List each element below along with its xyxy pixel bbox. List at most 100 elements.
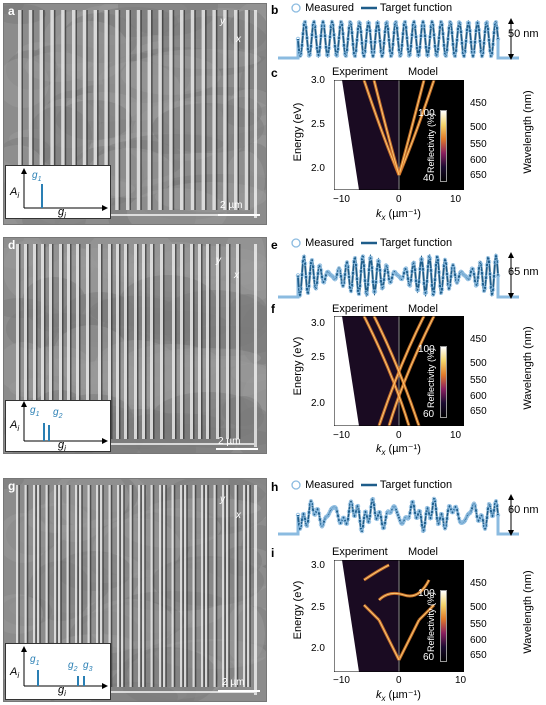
- energy-tick: 2.0: [311, 643, 325, 654]
- colorbar-i: [440, 590, 447, 662]
- model-label: Model: [408, 546, 438, 558]
- kx-tick: 10: [450, 194, 462, 205]
- inset-ylabel: A: [10, 186, 18, 198]
- dispersion-map-c: [334, 80, 464, 190]
- colorbar-max: 100: [418, 108, 435, 119]
- height-label-e: 65 nm: [508, 266, 539, 278]
- legend-target: Target function: [379, 479, 453, 491]
- colorbar-max: 100: [418, 588, 435, 599]
- peak-sub-g2: 2: [73, 666, 78, 673]
- energy-tick: 2.5: [311, 352, 325, 363]
- colorbar-c: [440, 110, 447, 182]
- energy-tick: 3.0: [311, 75, 325, 86]
- colorbar-label: Reflectivity (%): [426, 592, 436, 653]
- kx-sub: x: [381, 213, 386, 223]
- legend-target: Target function: [379, 237, 453, 249]
- peak-sub-g1: 1: [37, 176, 42, 183]
- inset-ylabel-sub: i: [17, 671, 20, 681]
- scale-bar-label: 2 µm: [218, 436, 241, 447]
- kx-tick: 0: [396, 675, 402, 686]
- inset-xlabel: g: [58, 439, 65, 451]
- inset-ylabel: A: [10, 419, 18, 431]
- kx-sub: x: [381, 448, 386, 458]
- energy-axis-label: Energy (eV): [292, 580, 304, 640]
- energy-tick: 2.5: [311, 602, 325, 613]
- axis-x-label: x: [236, 34, 241, 45]
- peak-label-g2: g: [68, 660, 74, 671]
- colorbar-label: Reflectivity (%): [426, 113, 436, 174]
- panel-label-b: b: [271, 3, 279, 17]
- energy-tick: 2.0: [311, 163, 325, 174]
- scale-bar: [216, 448, 258, 450]
- wl-tick: 500: [470, 602, 487, 613]
- kx-unit: (µm⁻¹): [385, 443, 421, 455]
- wl-tick: 500: [470, 358, 487, 369]
- kx-axis-label: kx (µm⁻¹): [376, 442, 421, 457]
- inset-ylabel: A: [10, 666, 18, 678]
- wl-tick: 550: [470, 619, 487, 630]
- colorbar-max: 100: [418, 344, 435, 355]
- panel-label-a: a: [8, 4, 15, 18]
- inset-xlabel-sub: i: [64, 211, 66, 221]
- spectrum-inset-a: Ai gi g1: [5, 165, 111, 221]
- kx-sub: x: [381, 694, 386, 704]
- kx-symbol: k: [376, 689, 382, 701]
- profile-plot-h: [278, 494, 519, 536]
- inset-ylabel-sub: i: [17, 424, 20, 434]
- kx-tick: −10: [333, 675, 350, 686]
- panel-label-c: c: [271, 66, 278, 80]
- kx-symbol: k: [376, 443, 382, 455]
- scale-bar: [218, 690, 260, 692]
- inset-xlabel: g: [58, 684, 65, 696]
- wl-tick: 600: [470, 155, 487, 166]
- panel-label-g: g: [8, 479, 16, 493]
- inset-ylabel-sub: i: [17, 191, 20, 201]
- peak-label-g1: g: [32, 170, 38, 181]
- wl-tick: 450: [470, 578, 487, 589]
- colorbar-min: 60: [423, 652, 435, 663]
- model-label: Model: [408, 303, 438, 315]
- inset-xlabel-sub: i: [64, 689, 66, 699]
- legend-target: Target function: [379, 2, 453, 14]
- peak-label-g2: g: [53, 407, 59, 418]
- spectrum-inset-g: Ai gi g1 g2 g3: [5, 643, 111, 700]
- wl-tick: 550: [470, 139, 487, 150]
- height-label-b: 50 nm: [508, 28, 539, 40]
- experiment-label: Experiment: [332, 66, 388, 78]
- wavelength-axis-label: Wavelength (nm): [522, 326, 534, 410]
- axis-y-label: y: [220, 494, 225, 505]
- wavelength-axis-label: Wavelength (nm): [522, 90, 534, 174]
- energy-tick: 2.5: [311, 119, 325, 130]
- peak-label-g1: g: [30, 654, 36, 665]
- legend-measured: Measured: [305, 237, 354, 249]
- peak-sub-g1: 1: [35, 411, 40, 418]
- kx-tick: 10: [455, 675, 467, 686]
- axis-x-label: x: [234, 270, 239, 281]
- kx-tick: 10: [450, 430, 462, 441]
- inset-axes: [21, 401, 108, 444]
- profile-legend-h: Measured Target function: [290, 479, 452, 491]
- profile-legend-b: Measured Target function: [290, 2, 452, 14]
- scale-bar-label: 2 µm: [222, 677, 245, 688]
- colorbar-min: 60: [423, 409, 435, 420]
- height-label-h: 60 nm: [508, 504, 539, 516]
- axis-x-label: x: [236, 510, 241, 521]
- axis-y-label: y: [220, 16, 225, 27]
- panel-label-h: h: [271, 480, 279, 494]
- panel-label-f: f: [271, 302, 275, 316]
- panel-label-e: e: [271, 238, 278, 252]
- wl-tick: 550: [470, 375, 487, 386]
- colorbar-min: 40: [423, 173, 435, 184]
- wl-tick: 650: [470, 650, 487, 661]
- energy-axis-label: Energy (eV): [292, 336, 304, 396]
- peak-sub-g1: 1: [35, 660, 40, 667]
- energy-tick: 3.0: [311, 318, 325, 329]
- wl-tick: 450: [470, 98, 487, 109]
- energy-tick: 3.0: [311, 560, 325, 571]
- kx-unit: (µm⁻¹): [385, 689, 421, 701]
- legend-measured: Measured: [305, 479, 354, 491]
- peak-sub-g2: 2: [58, 413, 63, 420]
- energy-tick: 2.0: [311, 398, 325, 409]
- kx-unit: (µm⁻¹): [385, 208, 421, 220]
- colorbar-f: [440, 346, 447, 418]
